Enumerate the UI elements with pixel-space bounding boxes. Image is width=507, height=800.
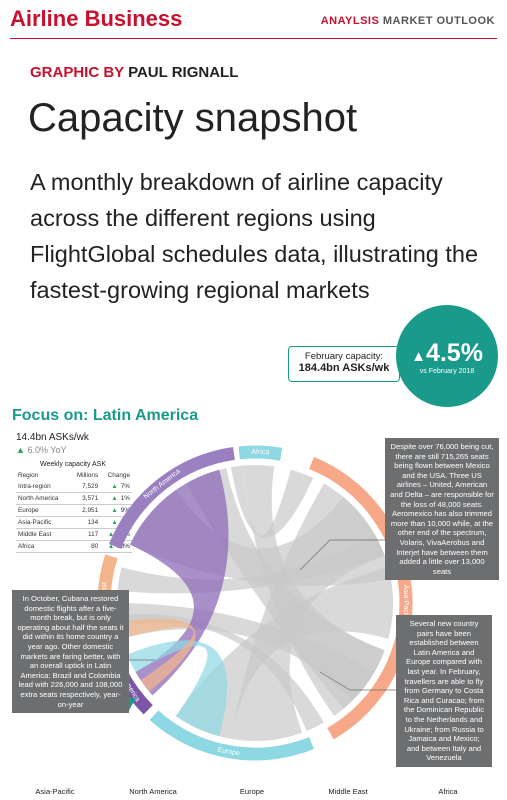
cell-text: 3,571 [82, 495, 99, 502]
focus-change-value: 6.0% YoY [27, 445, 67, 455]
header-rule [10, 38, 497, 39]
table-cell: Asia-Pacific [16, 516, 70, 529]
legend-item: Europe [239, 787, 265, 796]
region-label: Europe [217, 747, 241, 758]
table-row: Intra-region 7,529 ▲ 7% [16, 481, 132, 493]
up-arrow: ▲ [111, 495, 118, 502]
focus-change: ▲ 6.0% YoY [16, 445, 66, 455]
column-header: Millions [76, 472, 99, 479]
subtitle: A monthly breakdown of airline capacity … [30, 169, 479, 303]
table-cell: 7,529 [69, 481, 101, 493]
up-arrow: ▲ [107, 531, 115, 538]
region-label: Africa [251, 449, 269, 457]
cell-text: 134 [87, 519, 99, 526]
stat-label: February capacity: [304, 351, 384, 362]
up-arrow: ▲ [16, 445, 25, 455]
legend: Asia-Pacific North America Europe Middle Ea… [0, 787, 507, 799]
table-title: Weekly capacity ASK [40, 461, 107, 468]
cell-text: 7,529 [82, 483, 99, 490]
section: ANAYLSIS MARKET OUTLOOK [321, 15, 495, 27]
table-cell: 80 [69, 540, 101, 553]
up-arrow: ▲ [111, 483, 118, 490]
cell-text: 2,951 [82, 507, 99, 514]
legend-item: North America [129, 787, 177, 796]
subsection-name: MARKET OUTLOOK [382, 15, 495, 27]
table-row: Europe 2,951 ▲ 9% [16, 504, 132, 517]
legend-item: Middle East [328, 787, 368, 796]
cell-text: 9% [120, 507, 130, 514]
chord-ribbon [129, 469, 229, 696]
table-cell: Middle East [16, 528, 70, 541]
table-row: Asia-Pacific 134 ▲ 6% [16, 516, 132, 529]
up-arrow: ▲ [111, 519, 118, 526]
table-cell: Intra-region [16, 481, 70, 493]
cell-text: Europe [18, 507, 39, 514]
table-cell: ▲ 7% [100, 481, 132, 493]
stat-box: February capacity: 184.4bn ASKs/wk [288, 346, 400, 382]
byline: GRAPHIC BY PAUL RIGNALL [30, 64, 238, 81]
cell-text: 7% [120, 483, 130, 490]
cell-text: 80 [91, 543, 99, 550]
column-header: Region [18, 472, 39, 479]
table-cell: ▲ 1% [100, 492, 132, 505]
region-label: Asia-Pacific [402, 585, 409, 622]
chord-ribbon [186, 468, 385, 709]
up-arrow: ▲ [411, 348, 426, 365]
byline-prefix: GRAPHIC BY [30, 64, 124, 81]
connector [299, 539, 385, 571]
stat-change: 4.5% [425, 339, 483, 367]
cell-text: 1% [120, 495, 130, 502]
focus-total: 14.4bn ASKs/wk [16, 432, 89, 443]
note: Several new country pairs have been esta… [396, 615, 492, 767]
column-header: Change [107, 472, 130, 479]
region-arc [149, 710, 314, 761]
chord-ribbon [175, 567, 394, 739]
cell-text: 18% [117, 543, 130, 550]
title: Capacity snapshot [28, 96, 358, 140]
table-cell: Europe [16, 504, 70, 517]
focus-title: Focus on: Latin America [12, 407, 199, 424]
cell-text: Asia-Pacific [18, 519, 52, 526]
legend-item: Africa [438, 787, 458, 796]
stat-change-line: ▲4.5% [396, 339, 498, 368]
up-arrow: ▲ [111, 507, 118, 514]
stat-comparison: vs February 2018 [419, 368, 475, 375]
cell-text: North America [18, 495, 59, 502]
region-arc [108, 447, 235, 549]
cell-text: Intra-region [18, 483, 51, 490]
table-cell: Africa [16, 540, 70, 553]
table-row: North America 3,571 ▲ 1% [16, 492, 132, 505]
section-name: ANAYLSIS [320, 15, 380, 27]
region-arc [309, 456, 413, 740]
table-cell: 2,951 [69, 504, 101, 517]
byline-author: PAUL RIGNALL [128, 64, 239, 81]
cell-text: 117 [87, 531, 99, 538]
legend-item: Asia-Pacific [35, 787, 75, 796]
table-header: Region Millions Change [16, 470, 132, 481]
chord-ribbon [117, 613, 324, 731]
chord-ribbon [127, 640, 228, 737]
table-cell: 134 [69, 516, 101, 529]
table-cell: North America [16, 492, 70, 505]
chord-ribbon [231, 465, 314, 538]
connector [319, 671, 396, 691]
cell-text: Middle East [18, 531, 52, 538]
table-cell: 3,571 [69, 492, 101, 505]
table-cell: 117 [69, 528, 101, 541]
note: Despite over 76,000 being cut, there are… [385, 438, 499, 581]
region-arc [238, 445, 283, 461]
cell-text: Africa [18, 543, 35, 550]
stat-circle: ▲4.5% vs February 2018 [396, 305, 498, 407]
table-cell: ▲ 9% [100, 504, 132, 517]
up-arrow: ▲ [107, 543, 115, 550]
note: In October, Cubana restored domestic fli… [12, 590, 129, 714]
brand: Airline Business [10, 6, 183, 31]
stat-value: 184.4bn ASKs/wk [298, 362, 390, 374]
